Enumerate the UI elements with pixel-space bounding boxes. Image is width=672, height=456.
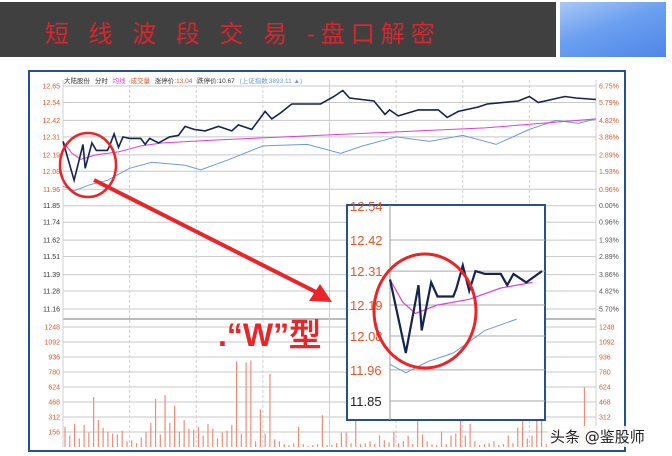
percent-tick-label: 6.75% <box>599 84 619 91</box>
stock-name: 大陆股份 <box>64 78 90 85</box>
slide-title: 短 线 波 段 交 易 -盘口解密 <box>45 20 441 48</box>
volume-tick-label-right: 468 <box>599 400 611 407</box>
inset-tick-label: 12.08 <box>350 329 383 344</box>
price-tick-label: 12.54 <box>42 100 60 107</box>
percent-tick-label: 0.96% <box>599 187 619 194</box>
price-tick-label: 11.74 <box>43 220 60 227</box>
price-tick-label: 12.19 <box>42 152 60 159</box>
volume-tick-label: 312 <box>48 415 60 422</box>
price-tick-label: 12.31 <box>42 134 60 141</box>
volume-legend: 成交量 <box>130 78 150 85</box>
inset-tick-label: 12.31 <box>350 264 383 279</box>
volume-tick-label-right: 1092 <box>599 340 615 347</box>
w-pattern-annotation: .“W”型 <box>218 317 322 353</box>
price-tick-label: 12.42 <box>42 118 60 125</box>
price-line <box>62 89 597 184</box>
volume-tick-label: 156 <box>48 430 60 437</box>
arrow-head <box>309 284 332 302</box>
percent-tick-label: 5.70% <box>599 307 619 314</box>
price-tick-label: 11.16 <box>43 307 60 314</box>
volume-tick-label-right: 780 <box>599 370 611 377</box>
volume-tick-label: 624 <box>48 385 60 392</box>
price-tick-label: 12.08 <box>42 169 60 176</box>
volume-tick-label: 936 <box>48 355 60 362</box>
percent-tick-label: 2.89% <box>599 152 619 159</box>
inset-zoom: 12.54 12.42 12.31 12.19 12.08 11.96 11.85 <box>346 199 546 421</box>
mode-label: 分时 <box>94 78 108 85</box>
inset-tick-label: 11.85 <box>350 394 382 409</box>
limit-up-label: 涨停价: <box>154 78 177 85</box>
percent-tick-label: 3.86% <box>599 134 619 141</box>
arrow-shaft <box>93 178 319 295</box>
price-tick-label: 11.39 <box>43 272 60 279</box>
volume-tick-label: 468 <box>48 400 60 407</box>
inset-highlight-circle <box>372 252 478 370</box>
average-price-line <box>62 118 597 160</box>
percent-tick-label: 1.93% <box>599 169 619 176</box>
avg-legend: 均线 <box>112 78 126 85</box>
percent-tick-label: 5.79% <box>599 100 619 107</box>
limit-down-label: 跌停价: <box>197 78 219 85</box>
inset-tick-label: 12.19 <box>350 298 383 313</box>
volume-tick-label: 1092 <box>44 340 60 347</box>
percent-tick-label: 2.89% <box>599 254 619 261</box>
inset-tick-label: 12.54 <box>350 199 383 214</box>
slide-header: 短 线 波 段 交 易 -盘口解密 <box>0 2 556 57</box>
inset-index-line <box>389 318 517 374</box>
price-tick-label: 11.62 <box>43 238 60 245</box>
inset-frame <box>346 204 546 421</box>
percent-tick-label: 0.96% <box>599 220 619 227</box>
volume-tick-label: 780 <box>48 370 60 377</box>
volume-tick-label-right: 312 <box>599 415 611 422</box>
price-tick-label: 12.65 <box>42 84 60 91</box>
chart-header: 大陆股份 分时 均线 成交量 涨停价:13.04 跌停价:10.67 (上证指数… <box>64 75 305 85</box>
limit-down-value: 10.67 <box>218 78 235 85</box>
inset-tick-label: 12.42 <box>350 233 383 248</box>
volume-tick-label: 1248 <box>44 325 60 332</box>
inset-tick-label: 11.96 <box>350 363 382 378</box>
index-label: (上证指数 <box>239 78 268 85</box>
percent-tick-label: 0.00% <box>599 203 619 210</box>
percent-tick-label: 4.82% <box>599 118 619 125</box>
highlight-circle <box>58 131 118 199</box>
watermark: 头条 @鉴股师 <box>548 426 647 447</box>
volume-tick-label-right: 1248 <box>599 325 615 332</box>
percent-tick-label: 3.86% <box>599 272 619 279</box>
header-decoration-image <box>560 2 666 57</box>
inset-price-line <box>388 261 543 354</box>
price-tick-label: 11.28 <box>43 289 60 296</box>
volume-tick-label-right: 624 <box>599 385 611 392</box>
index-value: 3893.11 ▲) <box>268 78 303 85</box>
volume-tick-label-right: 936 <box>599 355 611 362</box>
price-tick-label: 11.85 <box>43 203 60 210</box>
price-tick-label: 11.96 <box>43 187 60 194</box>
limit-up-value: 13.04 <box>176 78 193 85</box>
price-tick-label: 11.51 <box>43 254 60 261</box>
inset-average-line <box>389 279 533 315</box>
percent-tick-label: 1.93% <box>599 238 619 245</box>
percent-tick-label: 4.82% <box>599 289 619 296</box>
